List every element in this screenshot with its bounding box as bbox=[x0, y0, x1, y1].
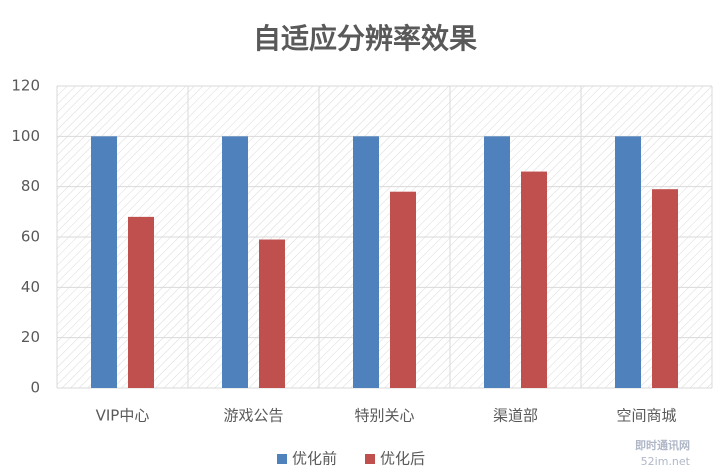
bar bbox=[353, 136, 379, 388]
watermark-url: 52im.net bbox=[641, 455, 691, 468]
y-tick-label: 120 bbox=[11, 77, 40, 95]
x-tick-label: 特别关心 bbox=[354, 407, 414, 425]
y-tick-label: 0 bbox=[30, 379, 40, 397]
y-tick-label: 100 bbox=[11, 127, 40, 145]
legend-swatch bbox=[365, 454, 375, 464]
y-tick-label: 40 bbox=[21, 278, 40, 296]
bar bbox=[222, 136, 248, 388]
chart-title: 自适应分辨率效果 bbox=[253, 22, 477, 55]
bar bbox=[91, 136, 117, 388]
legend-swatch bbox=[277, 454, 287, 464]
legend-label: 优化前 bbox=[292, 450, 337, 468]
y-tick-label: 80 bbox=[21, 177, 40, 195]
bar bbox=[259, 239, 285, 388]
bar bbox=[652, 189, 678, 388]
legend-label: 优化后 bbox=[380, 450, 425, 468]
bar bbox=[390, 191, 416, 388]
x-tick-label: 空间商城 bbox=[616, 407, 676, 425]
bar bbox=[484, 136, 510, 388]
x-tick-label: VIP中心 bbox=[96, 407, 150, 425]
watermark-name: 即时通讯网 bbox=[635, 438, 690, 452]
bar bbox=[128, 216, 154, 388]
bar bbox=[521, 171, 547, 388]
y-tick-label: 60 bbox=[21, 228, 40, 246]
x-tick-label: 渠道部 bbox=[493, 407, 538, 425]
bar bbox=[615, 136, 641, 388]
y-tick-label: 20 bbox=[21, 328, 40, 346]
x-tick-label: 游戏公告 bbox=[223, 407, 283, 425]
